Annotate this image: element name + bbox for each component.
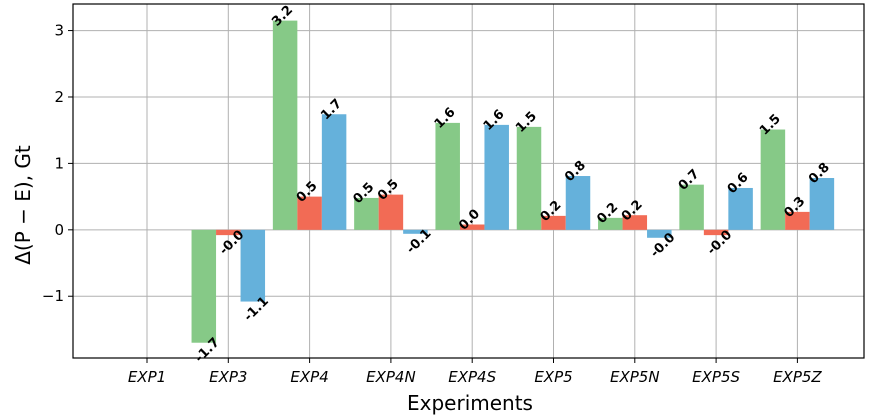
y-tick-label: 2 [54, 88, 64, 106]
bar [435, 122, 460, 230]
bar [297, 196, 322, 230]
bar [622, 215, 648, 230]
x-tick-label: EXP4 [290, 368, 328, 386]
x-tick-label: EXP3 [209, 368, 247, 386]
bar [240, 229, 266, 302]
bar [541, 215, 566, 230]
bar [647, 229, 672, 238]
y-tick-label: 1 [54, 154, 64, 172]
x-tick-label: EXP5S [692, 368, 740, 386]
x-tick-label: EXP4S [448, 368, 496, 386]
bar [598, 217, 623, 230]
bar [728, 187, 753, 230]
bar [321, 114, 347, 230]
bar [516, 126, 542, 230]
bar [354, 197, 379, 230]
bars [191, 20, 835, 343]
bar [565, 176, 591, 230]
bar [378, 194, 404, 230]
x-tick-label: EXP5 [534, 368, 572, 386]
bar [760, 129, 786, 230]
bar [785, 211, 810, 230]
bar [191, 229, 217, 343]
plot-frame [72, 3, 865, 359]
y-tick-label: 0 [54, 221, 64, 239]
y-tick-label: −1 [42, 287, 64, 305]
bar [703, 229, 729, 236]
bar [679, 184, 704, 230]
bar [459, 224, 485, 230]
x-tick-label: EXP1 [128, 368, 166, 386]
bar [216, 229, 241, 236]
bar [809, 178, 835, 230]
x-tick-label: EXP4N [366, 368, 416, 386]
y-tick-label: 3 [54, 22, 64, 40]
x-tick-label: EXP5Z [773, 368, 822, 386]
x-axis-title: Experiments [407, 391, 533, 415]
bar [272, 20, 298, 230]
bar [403, 229, 428, 234]
x-tick-label: EXP5N [610, 368, 660, 386]
axes: −1 0 1 2 3 EXP1 EXP3 EXP4 EXP4N EXP4S EXP5 EXP5N EXP… [42, 3, 865, 386]
bar [484, 124, 509, 230]
y-axis-title: Δ(P − E), Gt [11, 145, 35, 265]
